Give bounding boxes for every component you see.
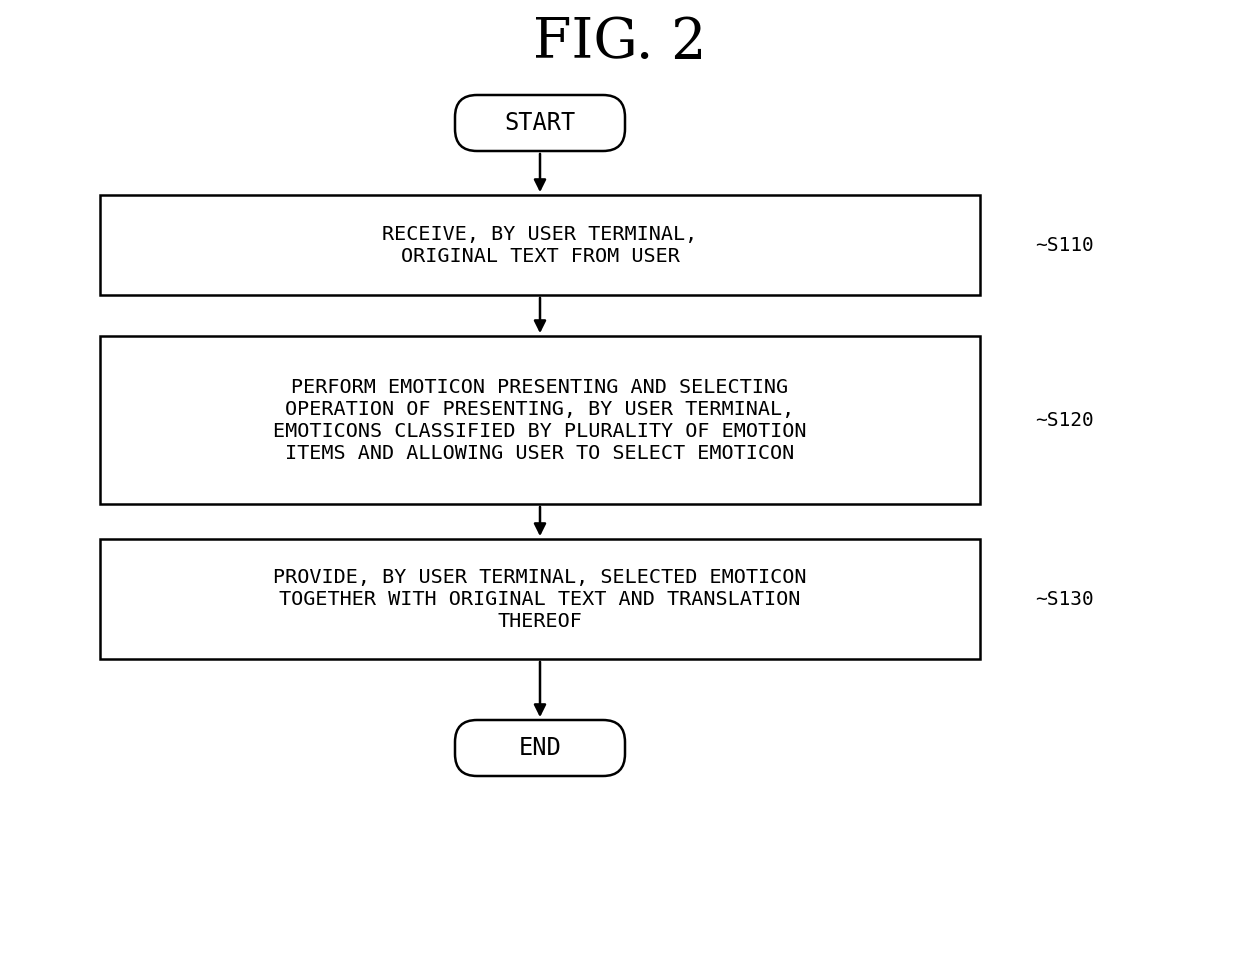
Text: FIG. 2: FIG. 2 [533, 15, 707, 70]
Bar [100, 336, 980, 504]
Bar [100, 195, 980, 295]
FancyBboxPatch shape [455, 720, 625, 776]
Text: RECEIVE, BY USER TERMINAL,
ORIGINAL TEXT FROM USER: RECEIVE, BY USER TERMINAL, ORIGINAL TEXT… [382, 224, 698, 266]
Text: ~S120: ~S120 [1035, 410, 1094, 429]
Bar [100, 539, 980, 659]
Text: PROVIDE, BY USER TERMINAL, SELECTED EMOTICON
TOGETHER WITH ORIGINAL TEXT AND TRA: PROVIDE, BY USER TERMINAL, SELECTED EMOT… [273, 567, 807, 631]
Text: ~S130: ~S130 [1035, 589, 1094, 609]
Text: END: END [518, 736, 562, 760]
Text: ~S110: ~S110 [1035, 236, 1094, 254]
Text: START: START [505, 111, 575, 135]
Text: PERFORM EMOTICON PRESENTING AND SELECTING
OPERATION OF PRESENTING, BY USER TERMI: PERFORM EMOTICON PRESENTING AND SELECTIN… [273, 377, 807, 462]
FancyBboxPatch shape [455, 95, 625, 151]
